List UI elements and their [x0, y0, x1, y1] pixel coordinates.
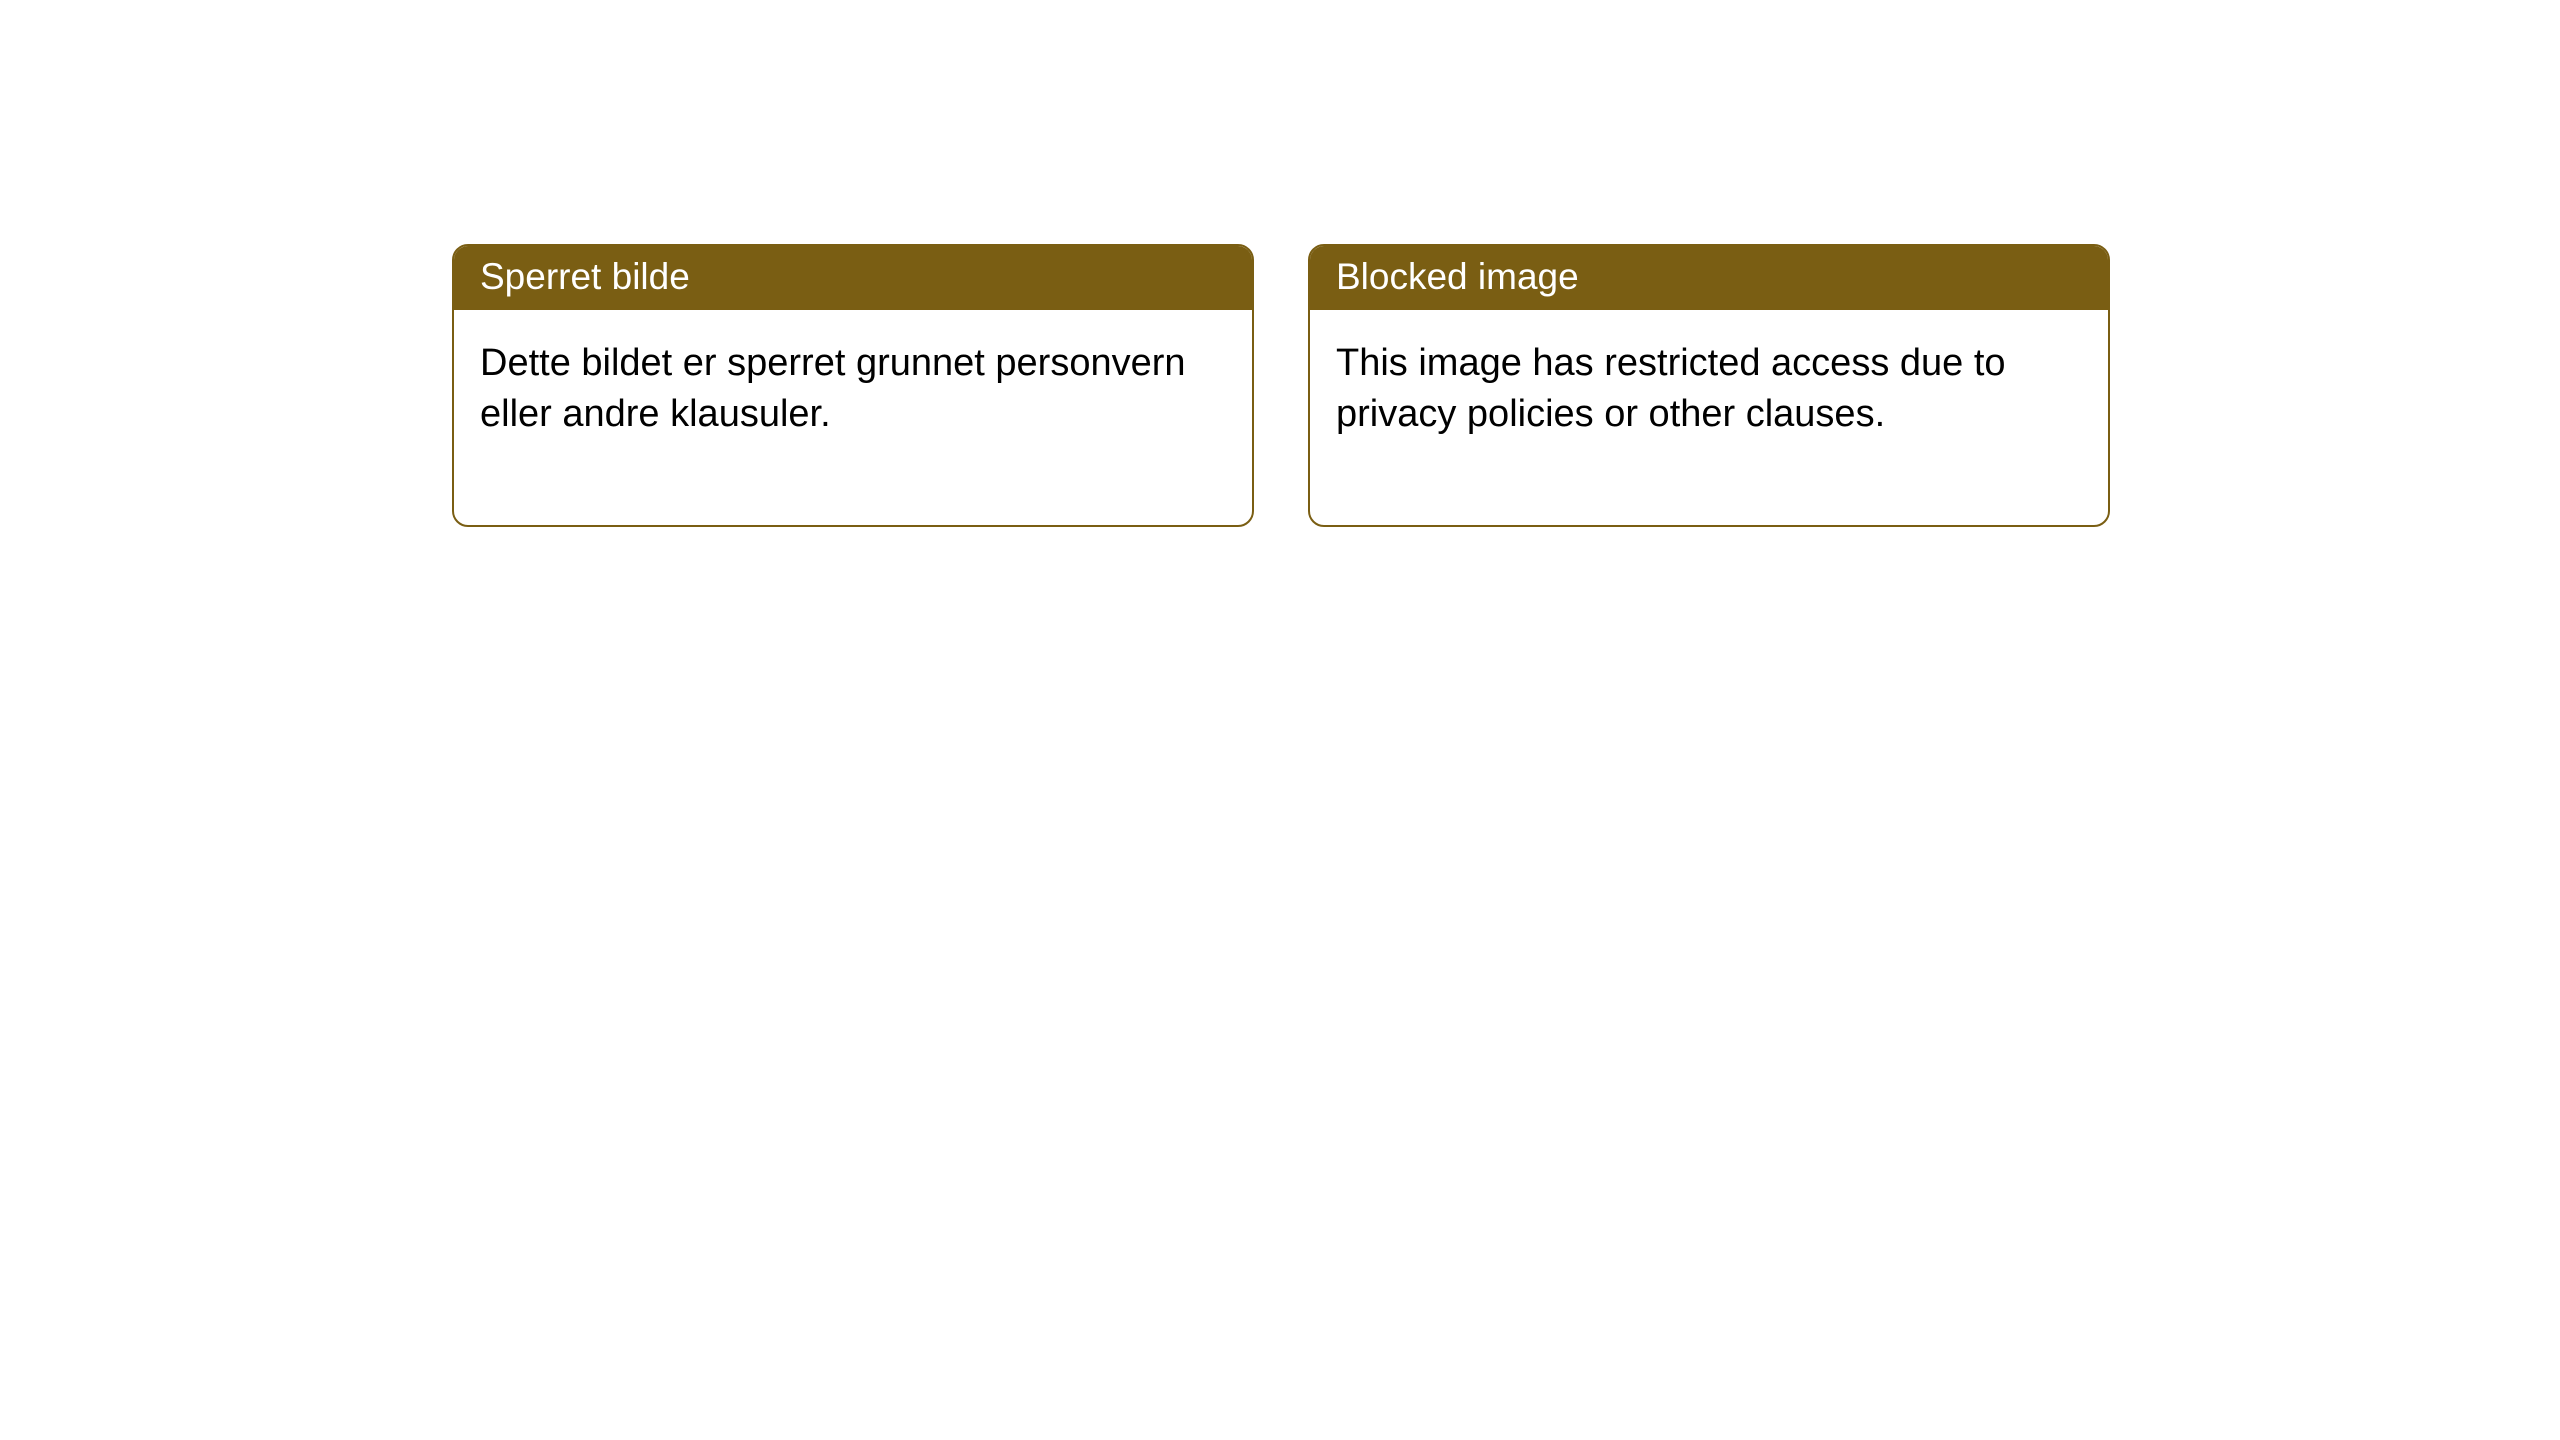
- card-header: Blocked image: [1310, 246, 2108, 310]
- card-title: Sperret bilde: [480, 256, 690, 297]
- card-header: Sperret bilde: [454, 246, 1252, 310]
- card-message: This image has restricted access due to …: [1336, 342, 2006, 435]
- card-body: This image has restricted access due to …: [1310, 310, 2108, 525]
- notice-card-english: Blocked image This image has restricted …: [1308, 244, 2110, 527]
- card-message: Dette bildet er sperret grunnet personve…: [480, 342, 1186, 435]
- notice-card-norwegian: Sperret bilde Dette bildet er sperret gr…: [452, 244, 1254, 527]
- card-body: Dette bildet er sperret grunnet personve…: [454, 310, 1252, 525]
- notice-cards-container: Sperret bilde Dette bildet er sperret gr…: [452, 244, 2110, 527]
- card-title: Blocked image: [1336, 256, 1579, 297]
